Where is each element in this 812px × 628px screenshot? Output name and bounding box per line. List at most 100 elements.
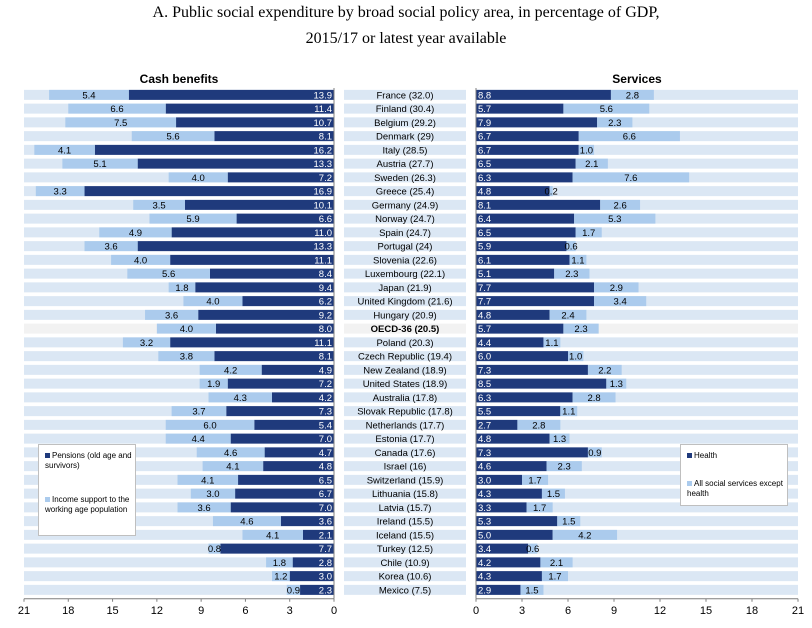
pensions-data-label: 6.6 <box>319 214 332 225</box>
pensions-bar <box>170 337 334 348</box>
health-bar <box>476 337 544 348</box>
legend-swatch-health <box>687 453 692 458</box>
right-row-band <box>476 529 798 540</box>
income-support-bar <box>145 309 199 320</box>
health-data-label: 8.1 <box>478 200 491 211</box>
income-support-bar <box>34 144 95 155</box>
right-tick-label: 12 <box>654 605 666 617</box>
right-tick-label: 18 <box>746 605 758 617</box>
pensions-data-label: 7.0 <box>319 434 332 445</box>
income-support-data-label: 0.9 <box>287 585 300 596</box>
pensions-data-label: 8.0 <box>319 324 332 335</box>
income-support-bar <box>99 227 172 238</box>
social-services-data-label: 1.1 <box>562 407 575 418</box>
social-services-bar <box>520 584 544 595</box>
pensions-data-label: 7.0 <box>319 503 332 514</box>
pensions-data-label: 10.7 <box>314 118 333 129</box>
country-label: New Zealand (18.9) <box>363 365 446 376</box>
health-bar <box>476 227 576 238</box>
income-support-data-label: 5.1 <box>93 159 106 170</box>
income-support-data-label: 4.6 <box>224 448 237 459</box>
right-tick-label: 3 <box>519 605 525 617</box>
country-label: Lithuania (15.8) <box>372 489 438 500</box>
social-services-bar <box>594 296 647 307</box>
country-label: Poland (20.3) <box>376 338 433 349</box>
income-support-bar <box>171 406 227 417</box>
right-row-band <box>476 241 798 252</box>
income-support-data-label: 1.8 <box>273 558 286 569</box>
left-row-band <box>24 392 334 403</box>
pensions-data-label: 9.4 <box>319 283 332 294</box>
social-services-data-label: 1.1 <box>571 255 584 266</box>
right-row-band <box>476 502 798 513</box>
social-services-bar <box>563 323 599 334</box>
pensions-data-label: 8.4 <box>319 269 332 280</box>
social-services-data-label: 0.9 <box>588 448 601 459</box>
pensions-bar <box>230 433 334 444</box>
pensions-data-label: 5.4 <box>319 420 332 431</box>
social-services-bar <box>594 282 639 293</box>
right-tick-label: 6 <box>565 605 571 617</box>
pensions-data-label: 13.9 <box>314 90 333 101</box>
services-panel-title: Services <box>612 72 662 86</box>
country-row-band <box>344 337 466 348</box>
legend-swatch-pensions <box>45 453 50 458</box>
social-services-data-label: 1.3 <box>610 379 623 390</box>
pensions-bar <box>226 406 334 417</box>
pensions-data-label: 2.1 <box>319 530 332 541</box>
health-data-label: 8.5 <box>478 379 491 390</box>
income-support-bar <box>168 282 196 293</box>
income-support-bar <box>165 419 255 430</box>
country-row-band <box>344 103 466 114</box>
health-bar <box>476 351 568 362</box>
income-support-data-label: 6.0 <box>203 420 216 431</box>
income-support-bar <box>158 351 215 362</box>
country-row-band <box>344 392 466 403</box>
right-row-band <box>476 474 798 485</box>
social-services-bar <box>557 516 581 527</box>
income-support-data-label: 3.8 <box>180 352 193 363</box>
country-row-band <box>344 186 466 197</box>
pensions-bar <box>263 461 334 472</box>
health-data-label: 4.3 <box>478 489 491 500</box>
country-label: Spain (24.7) <box>379 228 431 239</box>
country-label: Israel (16) <box>384 462 427 473</box>
social-services-data-label: 1.7 <box>528 475 541 486</box>
right-tick-label: 21 <box>792 605 804 617</box>
health-bar <box>476 584 521 595</box>
country-label: France (32.0) <box>376 90 433 101</box>
cash-benefits-panel-title: Cash benefits <box>139 72 219 86</box>
pensions-bar <box>272 392 334 403</box>
left-row-band <box>24 529 334 540</box>
pensions-data-label: 7.7 <box>319 544 332 555</box>
health-data-label: 6.3 <box>478 393 491 404</box>
income-support-bar <box>286 584 301 595</box>
health-data-label: 4.8 <box>478 310 491 321</box>
legend-item-income-support: Income support to the working age popula… <box>45 495 133 515</box>
income-support-bar <box>133 199 185 210</box>
income-support-bar <box>202 461 264 472</box>
income-support-data-label: 3.5 <box>152 200 165 211</box>
social-services-bar <box>578 144 595 155</box>
left-row-band <box>24 516 334 527</box>
right-row-band <box>476 323 798 334</box>
pensions-bar <box>236 213 334 224</box>
social-services-data-label: 1.7 <box>548 572 561 583</box>
health-bar <box>476 268 555 279</box>
left-row-band <box>24 364 334 375</box>
social-services-data-label: 1.1 <box>545 338 558 349</box>
health-data-label: 5.1 <box>478 269 491 280</box>
right-tick-label: 9 <box>611 605 617 617</box>
health-bar <box>476 282 595 293</box>
social-services-bar <box>578 131 680 142</box>
pensions-bar <box>94 144 334 155</box>
country-label: Hungary (20.9) <box>373 310 436 321</box>
pensions-bar <box>289 571 334 582</box>
income-support-bar <box>84 241 138 252</box>
left-row-band <box>24 296 334 307</box>
pensions-bar <box>230 502 334 513</box>
income-support-bar <box>65 117 177 128</box>
right-row-band <box>476 337 798 348</box>
legend-label-pensions: Pensions (old age and survivors) <box>45 451 132 470</box>
health-bar <box>476 543 529 554</box>
